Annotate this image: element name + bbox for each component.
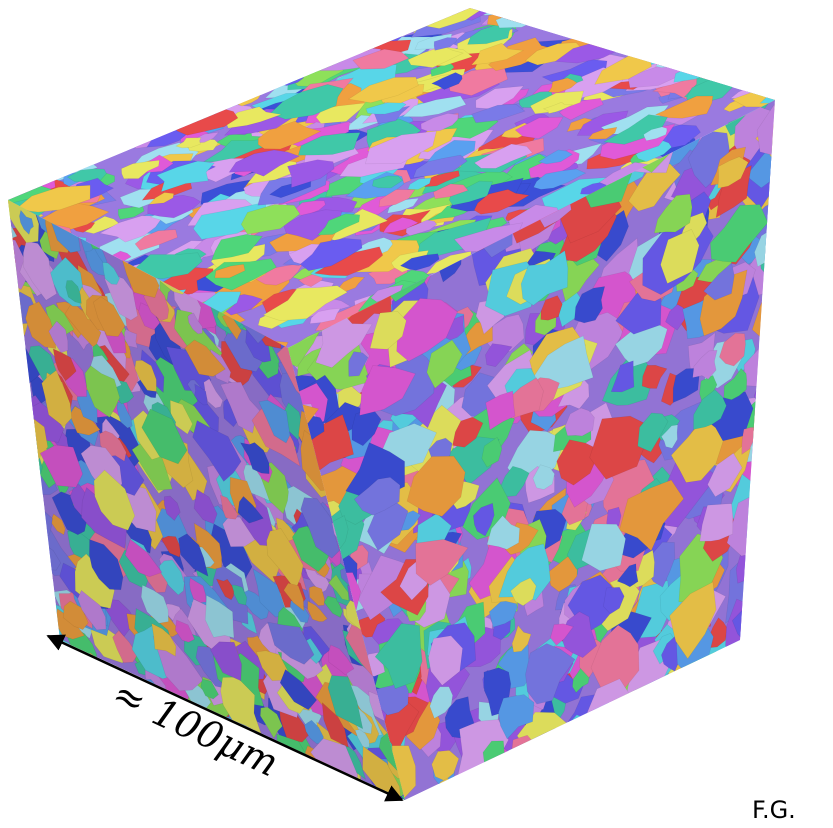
grain <box>63 157 85 168</box>
grain <box>496 1 551 20</box>
grain <box>696 54 736 73</box>
grain <box>67 169 106 182</box>
figure: ≈ 100μm F.G. <box>0 0 833 828</box>
grain <box>467 774 488 798</box>
microstructure-cube: ≈ 100μm F.G. <box>0 0 833 828</box>
grain <box>27 551 47 581</box>
grain <box>747 582 768 614</box>
grain <box>367 30 396 41</box>
grain <box>0 170 10 191</box>
grain <box>618 693 641 722</box>
grain <box>750 484 785 524</box>
grain <box>14 420 38 457</box>
grain <box>387 795 441 828</box>
grain <box>563 23 608 37</box>
grain <box>477 0 529 10</box>
grain <box>754 399 777 432</box>
grain <box>0 222 12 255</box>
grain <box>35 561 53 587</box>
grain <box>740 600 769 651</box>
grain <box>754 396 789 449</box>
grain <box>777 36 817 83</box>
grain <box>751 498 779 554</box>
grain <box>772 83 807 114</box>
grain <box>398 799 439 828</box>
grain <box>656 51 693 68</box>
corner-label: F.G. <box>752 796 796 824</box>
grain <box>262 75 284 84</box>
grain <box>520 9 554 22</box>
grain <box>496 10 544 28</box>
grain <box>512 8 544 21</box>
grain <box>766 75 833 105</box>
grain <box>748 602 766 635</box>
grain <box>391 796 425 828</box>
grain <box>774 94 814 138</box>
grain <box>687 666 711 698</box>
